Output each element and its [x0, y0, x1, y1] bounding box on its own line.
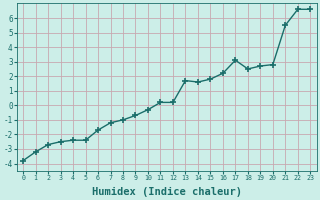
X-axis label: Humidex (Indice chaleur): Humidex (Indice chaleur): [92, 186, 242, 197]
